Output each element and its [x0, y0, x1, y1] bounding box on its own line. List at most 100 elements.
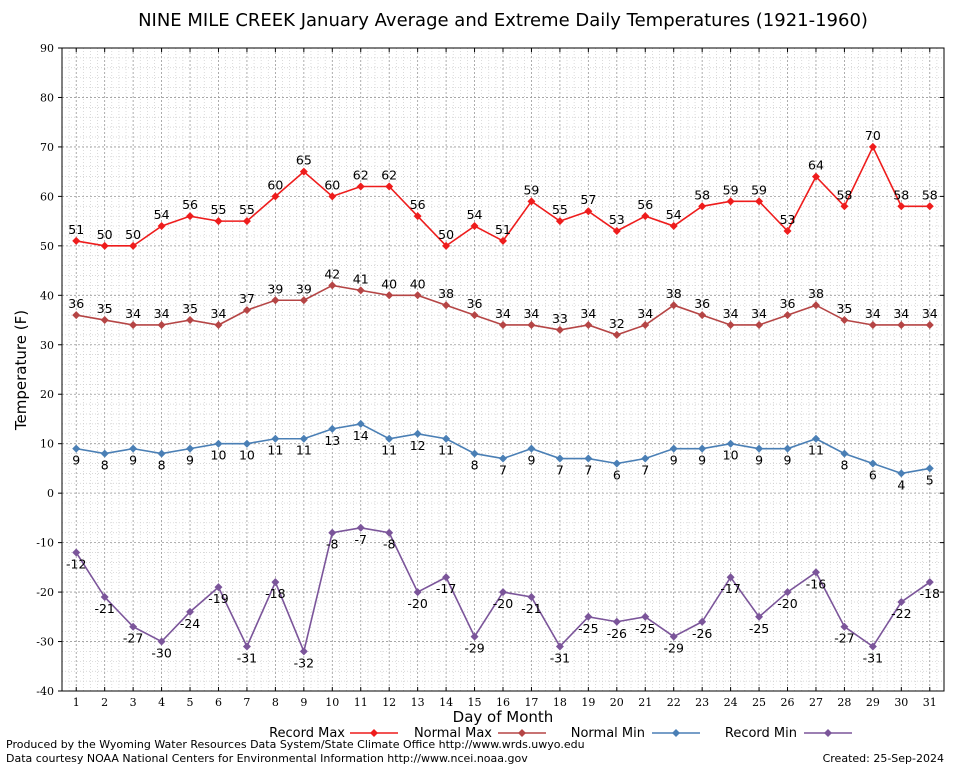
data-point-normal-max: [100, 316, 109, 325]
data-label-normal-max: 36: [467, 296, 483, 311]
data-point-record-max: [527, 197, 536, 206]
data-point-normal-max: [527, 320, 536, 329]
data-label-normal-min: 11: [438, 443, 454, 458]
data-label-record-min: -31: [550, 650, 570, 665]
x-tick-label: 11: [354, 696, 368, 709]
data-label-record-min: -20: [407, 596, 427, 611]
data-label-record-max: 55: [239, 202, 255, 217]
data-point-normal-min: [356, 419, 365, 428]
data-point-record-max: [385, 182, 394, 191]
data-label-normal-min: 11: [808, 443, 824, 458]
data-point-normal-min: [840, 449, 849, 458]
data-label-normal-max: 34: [523, 306, 539, 321]
x-tick-label: 24: [724, 696, 738, 709]
data-point-normal-max: [271, 296, 280, 305]
data-label-normal-max: 38: [666, 286, 682, 301]
x-tick-label: 15: [468, 696, 482, 709]
series-record-max: 51 50 50 54 56 55 55 60 65 60 62 62 56 50 54 51 59 55 57 53…: [68, 128, 938, 250]
data-label-normal-min: 9: [698, 453, 706, 468]
data-point-record-min: [299, 647, 308, 656]
data-point-record-min: [72, 548, 81, 557]
data-point-record-min: [527, 593, 536, 602]
data-label-record-max: 55: [211, 202, 227, 217]
data-label-record-max: 58: [694, 187, 710, 202]
data-label-record-min: -18: [920, 586, 940, 601]
data-label-record-min: -17: [720, 581, 740, 596]
legend-swatch-marker-record-min: [824, 729, 832, 737]
y-tick-label: 30: [40, 339, 54, 352]
data-label-normal-max: 34: [125, 306, 141, 321]
data-label-normal-min: 7: [499, 463, 507, 478]
data-label-record-min: -27: [834, 631, 854, 646]
data-label-normal-max: 41: [353, 271, 369, 286]
data-point-record-max: [72, 236, 81, 245]
legend-label-normal-min: Normal Min: [571, 726, 645, 741]
data-point-record-max: [499, 236, 507, 245]
data-label-normal-max: 32: [609, 316, 625, 331]
data-label-normal-max: 38: [438, 286, 454, 301]
data-label-normal-min: 8: [101, 458, 109, 473]
data-point-normal-max: [811, 301, 820, 310]
data-label-normal-max: 34: [751, 306, 767, 321]
data-point-normal-min: [470, 449, 479, 458]
data-label-record-min: -20: [493, 596, 513, 611]
data-point-normal-min: [925, 464, 934, 473]
x-tick-label: 17: [524, 696, 538, 709]
data-label-normal-max: 39: [296, 281, 312, 296]
y-tick-label: 80: [40, 91, 54, 104]
data-point-normal-max: [242, 306, 251, 315]
x-tick-label: 29: [866, 696, 880, 709]
data-point-record-min: [840, 622, 849, 631]
data-point-record-max: [811, 172, 820, 181]
data-point-record-max: [442, 241, 451, 250]
data-label-normal-min: 12: [410, 438, 426, 453]
y-tick-label: 60: [40, 190, 54, 203]
x-tick-label: 16: [496, 696, 510, 709]
series-record-min: -12-21-27-30-24-19-31-18-32-8 -7 -8-20-17-…: [66, 523, 940, 670]
data-point-record-min: [157, 637, 166, 646]
data-point-record-min: [755, 612, 764, 621]
data-point-normal-min: [584, 454, 593, 463]
data-point-record-max: [157, 222, 166, 231]
data-point-record-max: [100, 241, 109, 250]
data-label-record-min: -31: [237, 650, 257, 665]
data-label-record-max: 50: [125, 227, 141, 242]
data-point-normal-min: [811, 434, 820, 443]
data-label-record-max: 54: [467, 207, 483, 222]
data-label-normal-max: 34: [154, 306, 170, 321]
data-point-normal-min: [129, 444, 138, 453]
data-label-normal-max: 34: [865, 306, 881, 321]
x-tick-label: 14: [439, 696, 453, 709]
data-label-record-max: 54: [666, 207, 682, 222]
data-label-record-min: -16: [806, 576, 826, 591]
data-label-normal-min: 10: [239, 448, 255, 463]
data-point-record-max: [413, 212, 422, 221]
x-tick-label: 20: [610, 696, 624, 709]
y-tick-label: 0: [47, 487, 54, 500]
data-point-record-max: [755, 197, 764, 206]
data-point-record-min: [555, 642, 564, 651]
data-point-normal-max: [328, 281, 337, 290]
data-label-normal-min: 7: [584, 463, 592, 478]
data-point-record-min: [669, 632, 678, 641]
y-tick-label: 10: [40, 438, 54, 451]
data-point-record-max: [726, 197, 735, 206]
data-label-normal-max: 35: [97, 301, 113, 316]
data-point-normal-max: [72, 311, 81, 320]
x-tick-label: 7: [243, 696, 250, 709]
series-normal-min: 9 8 9 8 9 10 10 11 11 13 14 11 12 11 8 7 9 7 7 6 7 9 9 10 9 9 11 8 6…: [72, 419, 934, 492]
data-label-normal-min: 14: [353, 428, 369, 443]
data-label-record-max: 60: [324, 177, 340, 192]
x-tick-label: 3: [130, 696, 137, 709]
data-label-normal-max: 34: [893, 306, 909, 321]
data-point-record-min: [328, 528, 337, 537]
data-point-normal-max: [726, 320, 735, 329]
data-label-record-max: 59: [751, 182, 767, 197]
data-label-normal-min: 9: [186, 453, 194, 468]
x-tick-label: 25: [752, 696, 766, 709]
data-point-record-min: [783, 588, 792, 597]
data-label-record-max: 58: [893, 187, 909, 202]
data-label-normal-max: 37: [239, 291, 255, 306]
data-label-record-min: -32: [294, 655, 314, 670]
